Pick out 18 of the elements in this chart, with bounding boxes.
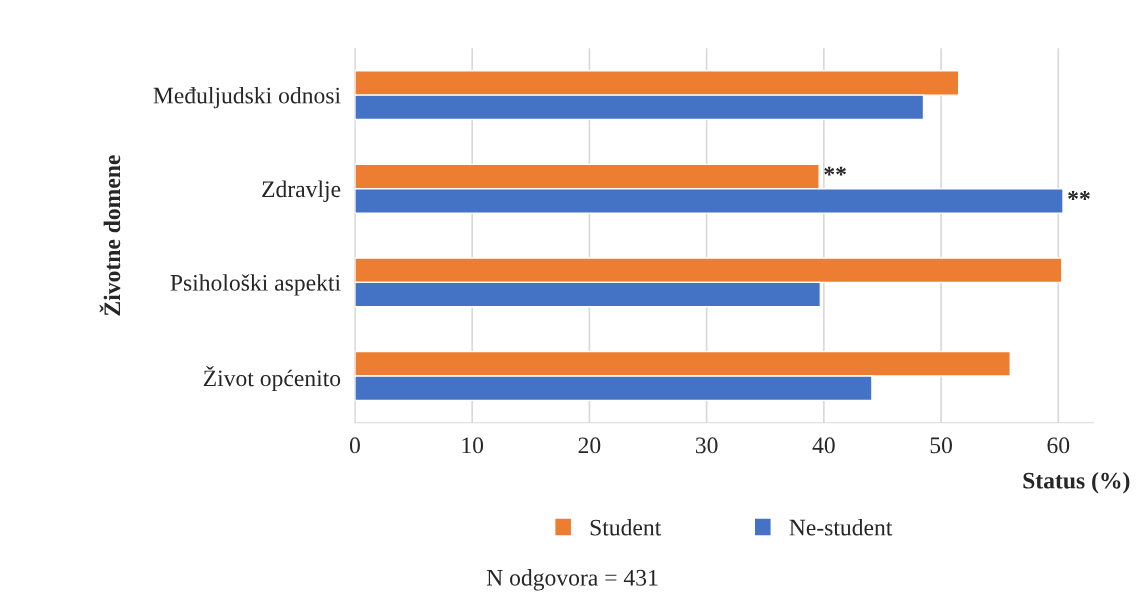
legend-label: Ne-student	[789, 518, 893, 536]
x-axis-title: Status (%)	[1023, 471, 1130, 494]
x-tick-label: 10	[462, 437, 484, 454]
x-tick-label: 50	[930, 437, 952, 454]
x-tick-label: 40	[812, 437, 835, 454]
legend-label: Student	[590, 518, 662, 536]
annotation: **	[1068, 191, 1090, 200]
x-tick-label: 20	[578, 437, 601, 454]
x-tick-label: 60	[1047, 437, 1070, 454]
y-tick-label: Život općenito	[203, 365, 341, 392]
y-tick-label: Zdravlje	[262, 180, 341, 202]
annotation: **	[824, 166, 846, 176]
x-tick-label: 30	[695, 437, 718, 454]
y-axis-title: Životne domene	[99, 155, 121, 316]
text: N odgovora = 431	[486, 569, 658, 591]
y-tick-label: Međuljudski odnosi	[153, 86, 341, 109]
y-tick-label: Psihološki aspekti	[170, 274, 341, 296]
x-tick-label: 0	[349, 437, 360, 454]
